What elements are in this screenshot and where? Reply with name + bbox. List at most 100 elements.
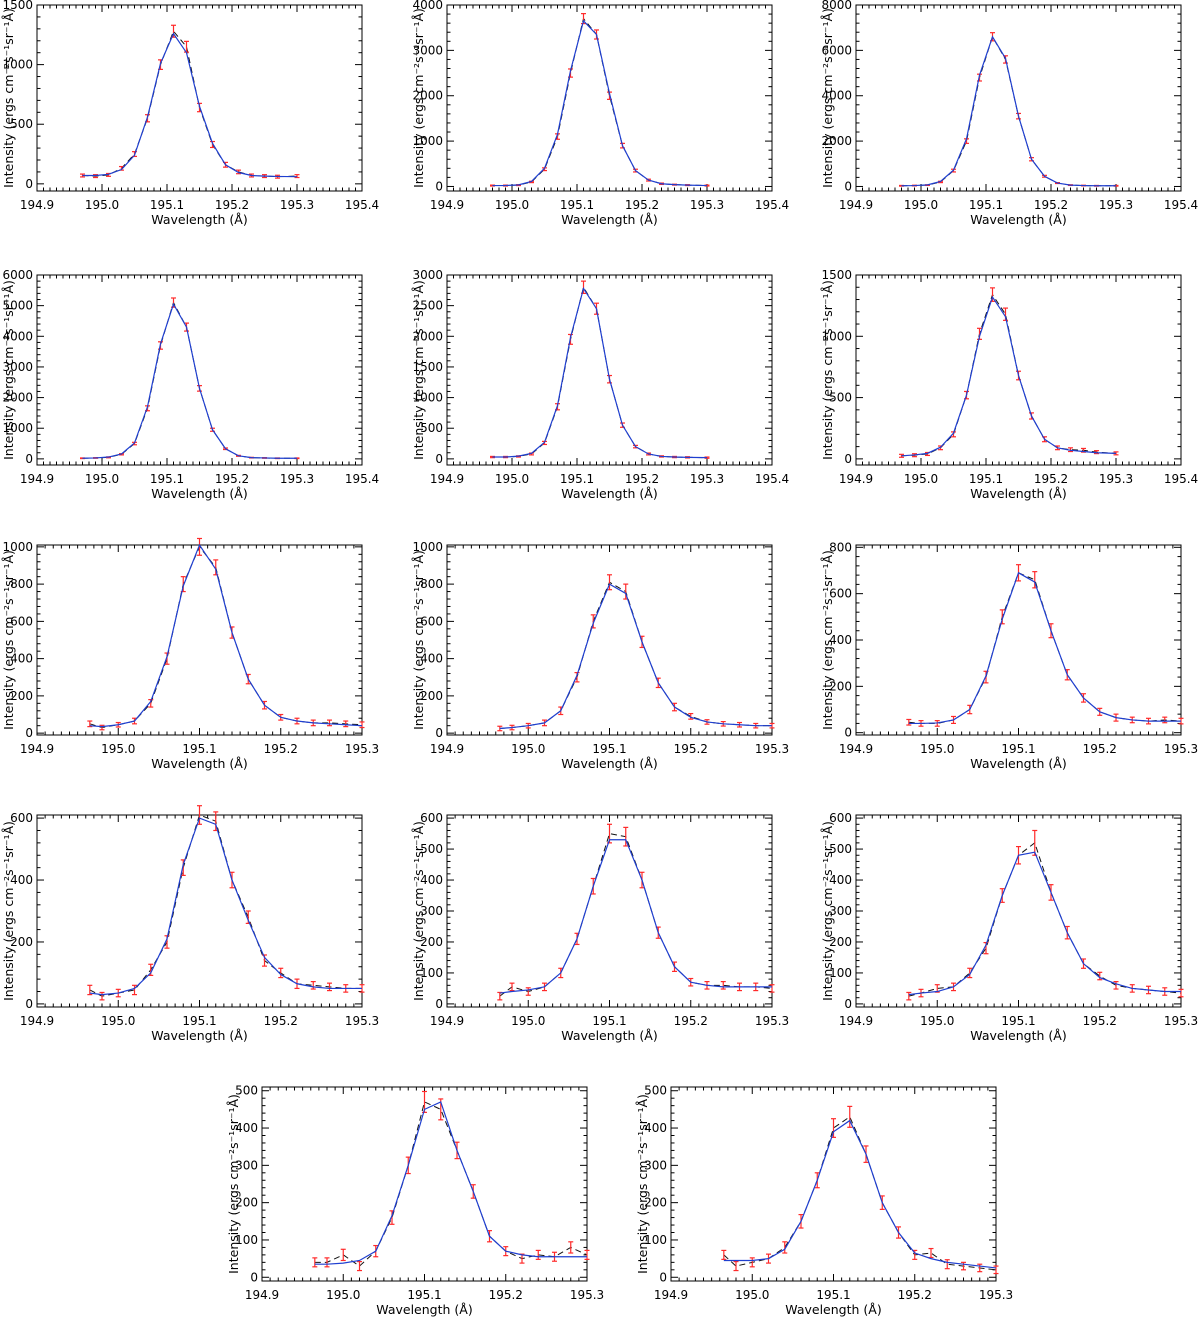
y-tick-label: 1500	[821, 268, 852, 282]
plot-frame	[855, 814, 1182, 1008]
observed-profile-line	[89, 814, 362, 997]
y-tick-label: 500	[420, 421, 443, 435]
y-tick-label: 0	[25, 726, 33, 740]
x-tick-label: 195.0	[495, 472, 529, 486]
observed-profile-line	[908, 572, 1182, 724]
observed-profile-line	[82, 30, 298, 178]
y-tick-label: 100	[235, 1233, 258, 1247]
error-bar	[535, 1249, 541, 1260]
y-tick-label: 0	[435, 997, 443, 1011]
x-tick-label: 194.9	[245, 1288, 279, 1302]
fit-profile-line	[89, 543, 363, 728]
fit-profile-line	[908, 571, 1181, 725]
y-tick-label: 400	[829, 873, 852, 887]
spectrum-panel-1: 194.9 195.0 195.1 195.2 195.3 195.4 0 500 1000 15…	[1, 0, 379, 227]
y-tick-label: 600	[420, 614, 443, 628]
x-tick-label: 195.1	[560, 472, 594, 486]
fit-profile-line	[908, 851, 1181, 996]
observed-profile-line	[492, 285, 708, 459]
x-tick-label: 195.3	[755, 742, 789, 756]
y-tick-label: 2000	[412, 89, 443, 103]
fit-profile-line	[901, 295, 1117, 457]
y-tick-label: 600	[10, 811, 33, 825]
x-tick-label: 195.3	[345, 1014, 379, 1028]
y-tick-label: 400	[235, 1121, 258, 1135]
y-tick-label: 1000	[412, 134, 443, 148]
y-axis-label: Intensity (ergs cm⁻²s⁻¹sr⁻¹Å)	[1, 821, 16, 1001]
x-tick-label: 195.2	[674, 1014, 708, 1028]
y-tick-label: 4000	[2, 329, 33, 343]
x-tick-label: 195.4	[1164, 472, 1198, 486]
y-tick-label: 800	[10, 577, 33, 591]
y-tick-label: 4000	[821, 89, 852, 103]
x-tick-label: 195.3	[1164, 742, 1198, 756]
y-tick-label: 300	[420, 904, 443, 918]
fit-profile-line	[82, 302, 297, 459]
y-tick-label: 200	[420, 935, 443, 949]
error-bar	[1162, 716, 1168, 724]
y-tick-label: 1500	[2, 0, 33, 12]
error-bar	[324, 1257, 330, 1268]
error-bar	[928, 1247, 934, 1259]
y-tick-label: 200	[420, 689, 443, 703]
x-tick-label: 195.2	[1083, 742, 1117, 756]
y-tick-label: 100	[644, 1233, 667, 1247]
x-tick-label: 194.9	[430, 198, 464, 212]
error-bar	[1113, 451, 1119, 456]
x-tick-label: 195.2	[1083, 1014, 1117, 1028]
y-tick-label: 200	[829, 679, 852, 693]
y-tick-label: 2500	[412, 299, 443, 313]
plot-frame	[670, 1086, 997, 1282]
spectrum-panel-7: 194.9 195.0 195.1 195.2 195.3 0 200 400 600 800 10…	[1, 537, 379, 771]
x-tick-label: 195.3	[345, 742, 379, 756]
y-tick-label: 2000	[2, 391, 33, 405]
y-tick-label: 500	[235, 1084, 258, 1098]
x-tick-label: 195.0	[101, 742, 135, 756]
y-tick-label: 500	[829, 391, 852, 405]
x-tick-label: 195.2	[1034, 472, 1068, 486]
y-tick-label: 1500	[412, 360, 443, 374]
error-bar	[999, 609, 1005, 625]
fit-profile-line	[314, 1101, 587, 1265]
error-bar	[967, 967, 973, 979]
error-bar	[509, 982, 515, 992]
x-tick-label: 195.3	[1099, 198, 1133, 212]
observed-profile-line	[499, 833, 773, 997]
x-tick-label: 195.2	[898, 1288, 932, 1302]
x-axis-label: Wavelength (Å)	[151, 756, 247, 771]
error-bar	[944, 1259, 950, 1270]
x-tick-label: 195.1	[407, 1288, 441, 1302]
x-tick-label: 195.1	[1001, 742, 1035, 756]
error-bar	[278, 967, 284, 979]
y-tick-label: 1000	[412, 391, 443, 405]
y-tick-label: 3000	[412, 43, 443, 57]
error-bar	[733, 1260, 739, 1272]
error-bar	[749, 1257, 755, 1268]
y-tick-label: 0	[435, 726, 443, 740]
x-tick-label: 195.3	[690, 198, 724, 212]
error-bar	[1068, 447, 1073, 453]
x-tick-label: 195.0	[904, 472, 938, 486]
x-tick-label: 195.3	[755, 1014, 789, 1028]
error-bar	[961, 1261, 966, 1271]
x-tick-label: 195.2	[215, 472, 249, 486]
y-tick-label: 800	[829, 540, 852, 554]
y-tick-label: 2000	[412, 329, 443, 343]
error-bar	[525, 987, 531, 996]
x-tick-label: 194.9	[20, 198, 54, 212]
plot-frame	[855, 4, 1182, 192]
x-tick-label: 195.3	[1164, 1014, 1198, 1028]
spectrum-panel-14: 194.9 195.0 195.1 195.2 195.3 0 100 200 300 400 50…	[635, 1084, 1013, 1317]
observed-profile-line	[499, 581, 772, 729]
error-bar	[607, 574, 612, 591]
spectrum-panel-8: 194.9 195.0 195.1 195.2 195.3 0 200 400 600 800 10…	[411, 540, 789, 771]
y-axis-label: Intensity (ergs cm⁻²s⁻¹sr⁻¹Å)	[820, 8, 835, 188]
x-axis-label: Wavelength (Å)	[561, 1028, 657, 1043]
spectrum-panel-4: 194.9 195.0 195.1 195.2 195.3 195.4 0 1000 2000 3…	[1, 268, 379, 501]
error-bar	[99, 991, 105, 1001]
y-tick-label: 600	[420, 811, 443, 825]
x-tick-label: 195.3	[280, 198, 314, 212]
y-tick-label: 6000	[2, 268, 33, 282]
error-bar	[782, 1241, 788, 1254]
